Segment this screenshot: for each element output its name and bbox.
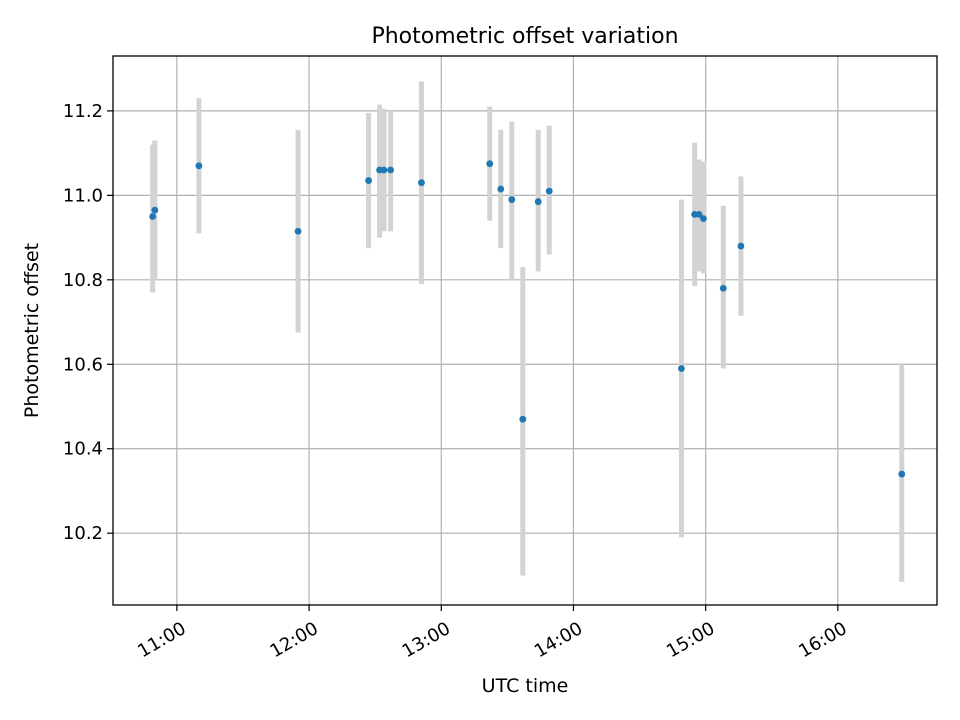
data-point (387, 166, 395, 174)
x-tick-label: 11:00 (134, 618, 189, 662)
y-axis-label: Photometric offset (21, 243, 43, 418)
data-point (151, 206, 159, 214)
y-tick-label: 10.2 (63, 523, 103, 544)
chart-title: Photometric offset variation (371, 24, 678, 49)
data-point (737, 242, 745, 250)
data-point (519, 415, 527, 423)
data-point (695, 210, 703, 218)
data-point (719, 284, 727, 292)
data-point (545, 187, 553, 195)
y-tick-label: 10.4 (63, 439, 103, 460)
x-axis-label: UTC time (482, 675, 569, 697)
x-tick-label: 13:00 (399, 618, 454, 662)
data-point (418, 179, 425, 187)
y-tick-label: 11.0 (63, 185, 103, 206)
y-tick-label: 11.2 (63, 101, 103, 122)
data-point (294, 227, 302, 235)
data-point (898, 470, 906, 478)
x-tick-label: 12:00 (266, 618, 321, 662)
data-point (486, 160, 494, 168)
data-point (497, 185, 505, 193)
y-tick-label: 10.6 (63, 354, 103, 375)
x-tick-label: 15:00 (663, 618, 718, 662)
x-tick-label: 14:00 (531, 618, 586, 662)
x-tick-label: 16:00 (795, 618, 850, 662)
data-point (365, 177, 372, 184)
data-point (195, 162, 203, 170)
data-points (149, 160, 906, 478)
error-bars (150, 81, 905, 582)
axes-frame (112, 55, 938, 606)
data-point (149, 213, 157, 220)
data-point (700, 215, 707, 222)
ticks: 11:00 12:00 13:00 14:00 15:00 16:00 10.2 10.4 10… (63, 101, 851, 662)
data-point (380, 166, 388, 174)
y-tick-label: 10.8 (63, 270, 103, 291)
data-point (678, 365, 685, 372)
data-point (508, 196, 516, 203)
data-point (534, 198, 542, 206)
